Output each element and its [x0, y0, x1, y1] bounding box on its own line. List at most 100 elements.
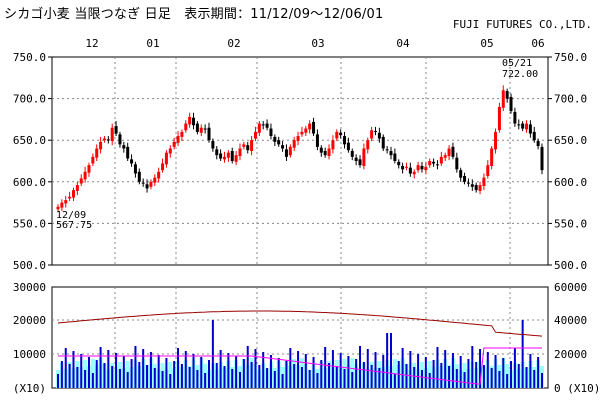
volume-bar: [281, 374, 284, 388]
volume-bar: [320, 360, 323, 388]
candle-body: [486, 165, 490, 176]
candle-body: [153, 177, 157, 183]
candle-body: [331, 140, 335, 150]
candle-body: [416, 165, 420, 171]
price-axis-label-left: 500.0: [13, 259, 46, 272]
candle-body: [432, 161, 436, 164]
candle-body: [126, 146, 130, 159]
volume-bar: [347, 356, 350, 388]
month-label: 03: [311, 37, 324, 50]
candle-body: [296, 136, 300, 142]
candle-body: [195, 123, 199, 132]
candle-body: [99, 141, 103, 150]
volume-bar: [173, 361, 176, 388]
volume-axis-label-right: 20000: [554, 348, 587, 361]
candle-body: [253, 131, 257, 139]
candle-body: [497, 106, 501, 131]
month-label: 05: [480, 37, 493, 50]
volume-bar: [130, 359, 133, 388]
candle-body: [192, 117, 196, 126]
candle-body: [188, 116, 192, 125]
volume-bar: [359, 346, 362, 388]
candle-body: [482, 177, 486, 186]
month-label: 12: [85, 37, 98, 50]
volume-bar: [72, 351, 75, 388]
volume-bar: [463, 372, 466, 388]
candle-body: [141, 182, 145, 184]
volume-bar: [188, 367, 191, 388]
volume-bar: [444, 350, 447, 388]
candle-body: [71, 190, 75, 198]
price-plot-frame: [51, 56, 549, 266]
volume-bar: [111, 366, 114, 388]
candle-body: [114, 126, 118, 134]
volume-bar: [266, 368, 269, 388]
volume-bar: [293, 364, 296, 388]
high-annotation-value: 722.00: [502, 69, 538, 80]
volume-panel: 30000 60000 20000 40000 10000 20000 (X10) 0 (X1…: [13, 281, 600, 395]
volume-bar: [169, 374, 172, 388]
volume-bar: [208, 360, 211, 388]
candle-body: [133, 164, 137, 174]
candle-body: [374, 131, 378, 133]
volume-axis-label-right: 60000: [554, 281, 587, 294]
candle-body: [265, 123, 269, 128]
volume-bar: [269, 355, 272, 388]
candle-body: [184, 123, 188, 131]
volume-bar: [370, 365, 373, 388]
candle-body: [381, 136, 385, 149]
volume-bar: [204, 373, 207, 388]
volume-bar: [80, 354, 83, 388]
volume-bar: [146, 365, 149, 388]
volume-bar: [76, 367, 79, 388]
volume-bar: [343, 369, 346, 388]
month-label: 04: [396, 37, 410, 50]
volume-bar: [467, 359, 470, 388]
volume-bar: [490, 368, 493, 388]
candle-body: [474, 185, 478, 191]
candle-body: [199, 127, 203, 133]
volume-bar: [494, 355, 497, 388]
candle-body: [211, 141, 215, 149]
volume-bar: [235, 356, 238, 388]
price-axis-label-right: 700.0: [554, 93, 587, 106]
candle-body: [366, 140, 370, 150]
candle-body: [83, 171, 87, 180]
volume-bar: [142, 349, 145, 388]
high-annotation-date: 05/21: [502, 58, 532, 69]
candle-body: [470, 184, 474, 187]
candle-body: [494, 131, 498, 150]
candle-body: [75, 185, 79, 191]
candle-body: [222, 156, 226, 160]
volume-bar: [362, 362, 365, 388]
volume-bar: [184, 351, 187, 388]
candle-body: [521, 123, 525, 129]
volume-axis-label-left: 30000: [13, 281, 46, 294]
candle-body: [288, 146, 292, 156]
price-axis-label-left: 700.0: [13, 93, 46, 106]
candle-body: [466, 182, 470, 184]
volume-bar: [223, 366, 226, 388]
candle-body: [490, 148, 494, 166]
volume-bar: [300, 367, 303, 388]
volume-axis-label-left: 20000: [13, 314, 46, 327]
volume-bar: [479, 349, 482, 388]
volume-bar: [68, 364, 71, 388]
candle-body: [459, 170, 463, 178]
candle-body: [168, 148, 172, 154]
candle-body: [164, 152, 168, 165]
volume-bar: [506, 374, 509, 388]
volume-bar: [304, 354, 307, 388]
volume-bar: [339, 353, 342, 388]
volume-bar: [192, 354, 195, 388]
candle-body: [412, 171, 416, 175]
volume-bar: [533, 370, 536, 388]
candle-body: [385, 149, 389, 151]
volume-bar: [482, 365, 485, 388]
candle-body: [226, 152, 230, 158]
candle-body: [284, 149, 288, 157]
volume-bar: [424, 357, 427, 388]
candle-body: [161, 163, 165, 171]
volume-bar: [374, 352, 377, 388]
volume-bar: [254, 349, 257, 388]
